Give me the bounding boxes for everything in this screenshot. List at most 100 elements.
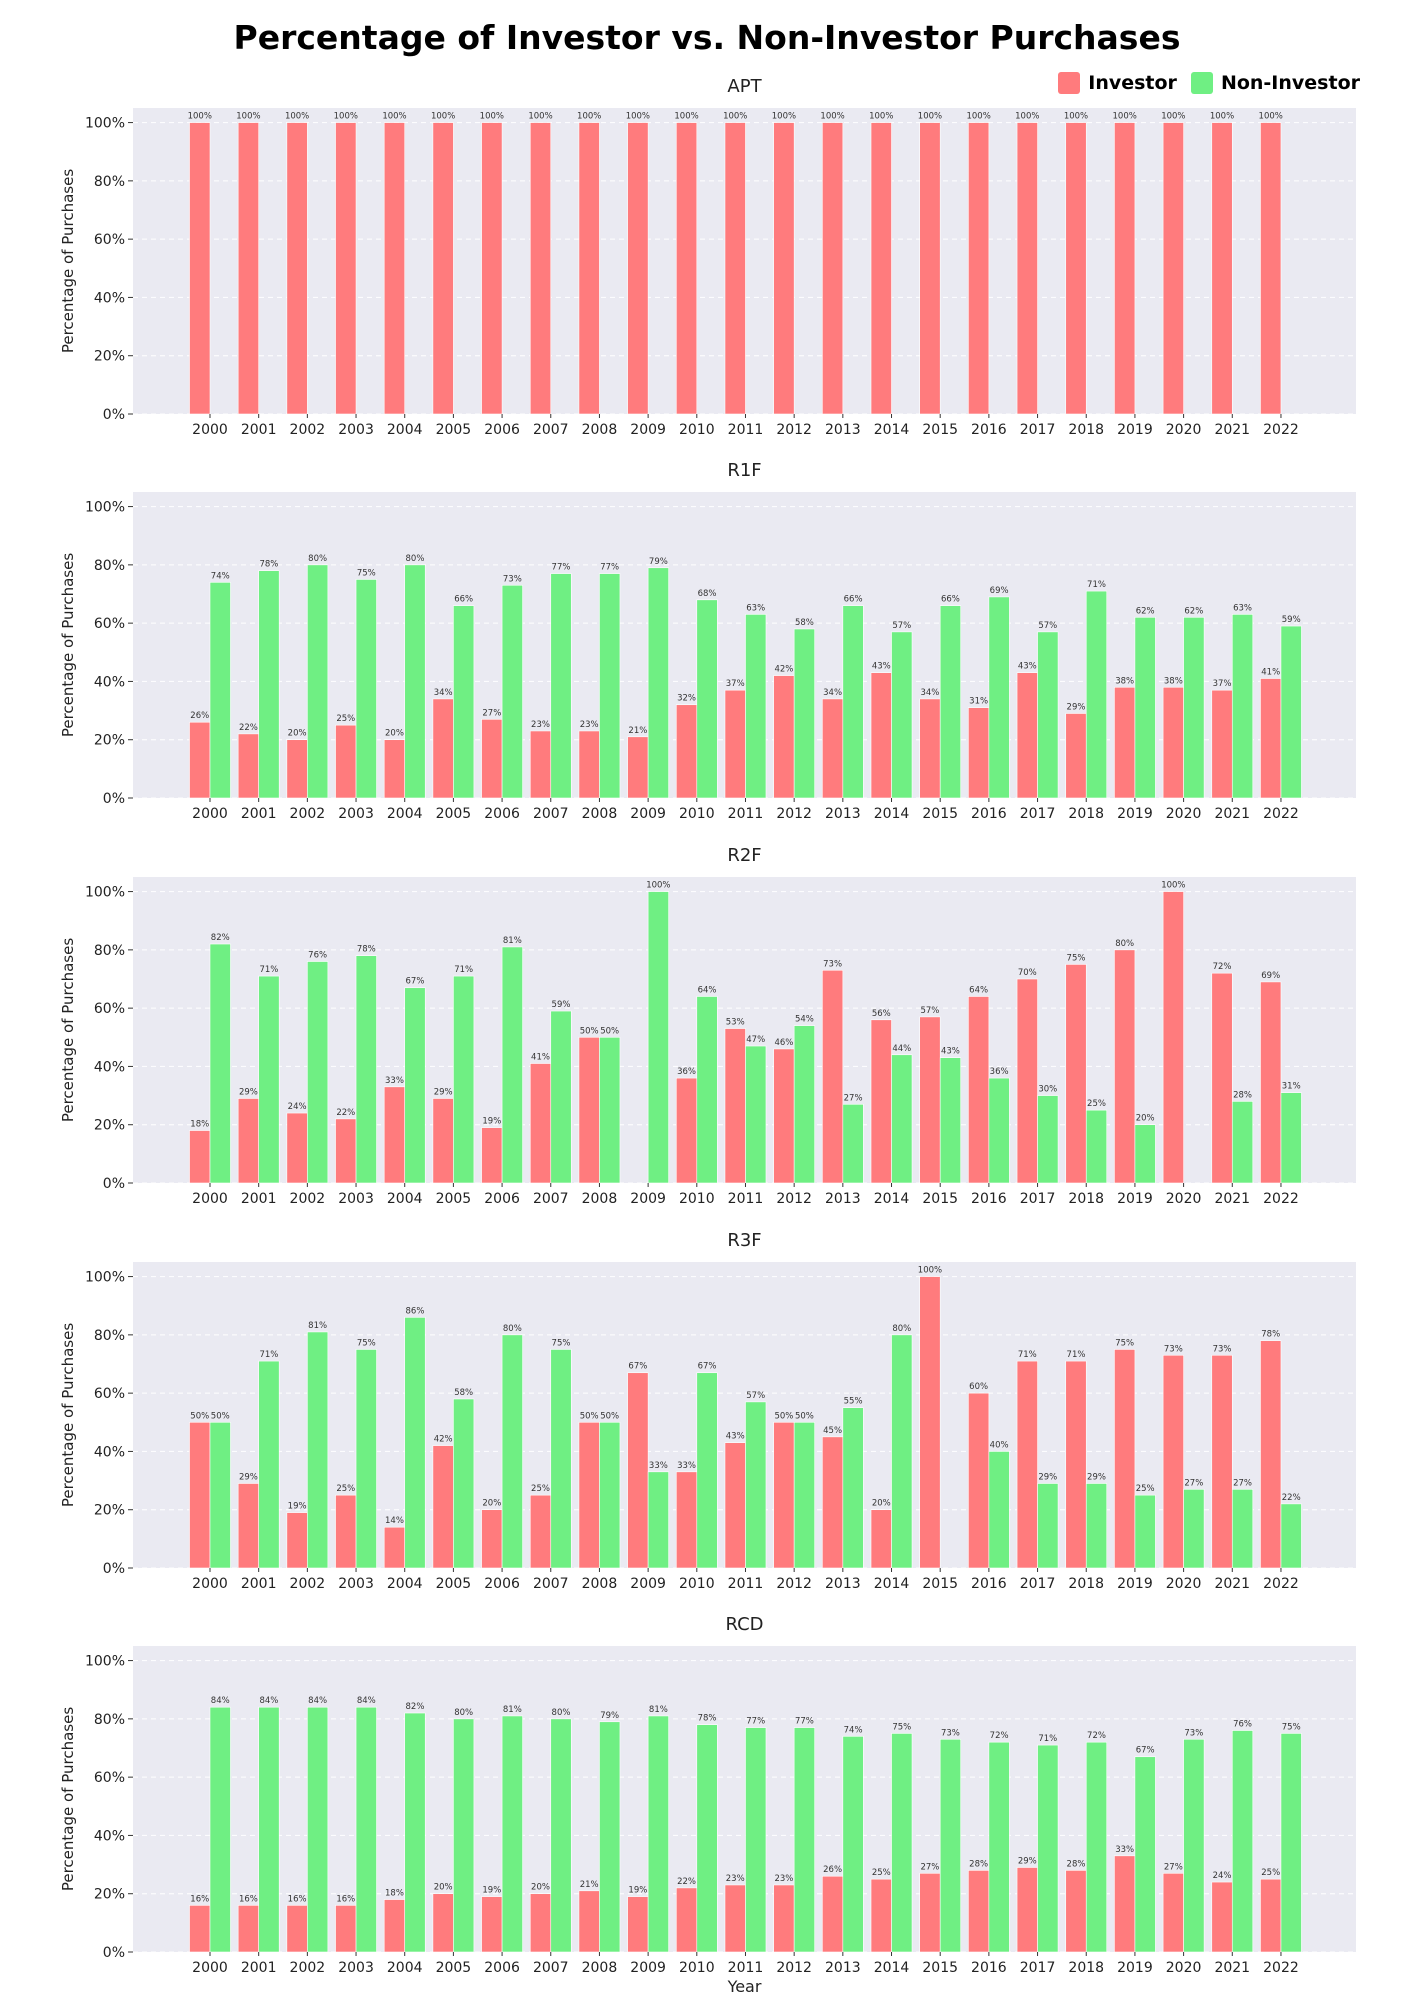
bar-non-investor — [404, 1712, 426, 1953]
data-label-investor: 50% — [580, 1411, 599, 1421]
bar-non-investor — [404, 564, 426, 799]
data-label-non-investor: 71% — [454, 965, 473, 975]
bar-non-investor — [501, 1334, 523, 1569]
x-tick-label: 2005 — [436, 1191, 472, 1207]
y-axis-label: Percentage of Purchases — [59, 938, 77, 1122]
bar-investor — [237, 733, 259, 799]
data-label-non-investor: 80% — [454, 1708, 473, 1718]
data-label-non-investor: 75% — [357, 1338, 376, 1348]
data-label-investor: 100% — [528, 112, 552, 122]
y-tick-label: 20% — [94, 349, 125, 365]
data-label-investor: 19% — [482, 1886, 501, 1896]
data-label-investor: 100% — [1161, 881, 1185, 891]
legend-swatch-non-investor — [1190, 72, 1213, 94]
panel-title: R1F — [727, 460, 761, 481]
bar-investor — [1016, 1867, 1038, 1953]
data-label-non-investor: 69% — [990, 586, 1009, 596]
data-label-non-investor: 25% — [1136, 1484, 1155, 1494]
data-label-non-investor: 74% — [211, 571, 230, 581]
bar-non-investor — [842, 605, 864, 799]
bar-non-investor — [1231, 1489, 1254, 1569]
bar-investor — [627, 1372, 649, 1569]
bar-non-investor — [1231, 1730, 1254, 1953]
x-tick-label: 2019 — [1117, 422, 1153, 438]
data-label-investor: 43% — [726, 1432, 745, 1442]
data-label-non-investor: 64% — [698, 985, 717, 995]
data-label-investor: 32% — [677, 694, 696, 704]
bar-investor — [1260, 678, 1282, 799]
x-tick-label: 2021 — [1214, 1576, 1250, 1592]
x-tick-label: 2017 — [1020, 1576, 1056, 1592]
bar-investor — [968, 122, 990, 415]
data-label-non-investor: 44% — [892, 1044, 911, 1054]
bar-investor — [919, 1276, 941, 1569]
bar-investor — [383, 739, 406, 799]
bar-non-investor — [355, 955, 377, 1184]
bar-non-investor — [891, 1334, 913, 1569]
y-tick-label: 20% — [94, 1887, 125, 1903]
bar-non-investor — [647, 567, 669, 799]
x-tick-label: 2012 — [776, 1960, 812, 1976]
bar-non-investor — [1134, 1494, 1156, 1569]
data-label-non-investor: 80% — [503, 1324, 522, 1334]
data-label-investor: 23% — [774, 1874, 793, 1884]
data-label-investor: 80% — [1115, 939, 1134, 949]
data-label-non-investor: 40% — [990, 1440, 1009, 1450]
bar-investor — [286, 1512, 308, 1569]
x-tick-label: 2017 — [1020, 422, 1056, 438]
data-label-investor: 37% — [726, 679, 745, 689]
data-label-non-investor: 59% — [1282, 615, 1301, 625]
y-tick-label: 40% — [94, 1828, 125, 1844]
data-label-non-investor: 77% — [746, 1717, 765, 1727]
data-label-non-investor: 30% — [1038, 1085, 1057, 1095]
x-tick-label: 2021 — [1214, 422, 1250, 438]
bar-non-investor — [1231, 614, 1254, 799]
x-tick-label: 2001 — [241, 1191, 277, 1207]
x-tick-label: 2012 — [776, 1191, 812, 1207]
bar-investor — [1114, 686, 1136, 799]
data-label-investor: 23% — [726, 1874, 745, 1884]
x-tick-label: 2010 — [679, 806, 715, 822]
data-label-non-investor: 81% — [503, 1705, 522, 1715]
x-tick-label: 2006 — [484, 1960, 520, 1976]
x-tick-label: 2005 — [436, 422, 472, 438]
x-tick-label: 2014 — [874, 806, 910, 822]
bar-investor — [383, 1086, 406, 1184]
data-label-investor: 25% — [336, 714, 355, 724]
data-label-non-investor: 80% — [892, 1324, 911, 1334]
data-label-non-investor: 73% — [941, 1728, 960, 1738]
bar-investor — [1065, 713, 1087, 799]
data-label-non-investor: 100% — [646, 881, 670, 891]
data-label-investor: 71% — [1018, 1350, 1037, 1360]
data-label-investor: 100% — [1113, 112, 1137, 122]
data-label-non-investor: 75% — [892, 1722, 911, 1732]
data-label-investor: 21% — [628, 726, 647, 736]
x-tick-label: 2021 — [1214, 1960, 1250, 1976]
data-label-non-investor: 71% — [259, 1350, 278, 1360]
data-label-investor: 24% — [1213, 1871, 1232, 1881]
x-tick-label: 2009 — [630, 1576, 666, 1592]
data-label-non-investor: 84% — [308, 1696, 327, 1706]
bar-non-investor — [599, 1721, 621, 1953]
x-tick-label: 2006 — [484, 1576, 520, 1592]
x-tick-label: 2014 — [874, 1191, 910, 1207]
x-tick-label: 2010 — [679, 1576, 715, 1592]
x-tick-label: 2015 — [922, 422, 958, 438]
data-label-non-investor: 80% — [552, 1708, 571, 1718]
bar-non-investor — [745, 614, 767, 799]
y-tick-label: 0% — [103, 1561, 125, 1577]
x-tick-label: 2021 — [1214, 806, 1250, 822]
data-label-investor: 64% — [969, 985, 988, 995]
bar-non-investor — [1085, 1741, 1108, 1953]
data-label-investor: 16% — [336, 1894, 355, 1904]
data-label-investor: 16% — [288, 1894, 307, 1904]
x-tick-label: 2018 — [1068, 806, 1104, 822]
data-label-investor: 22% — [677, 1877, 696, 1887]
bar-non-investor — [696, 1372, 718, 1569]
data-label-investor: 100% — [1161, 112, 1185, 122]
bar-non-investor — [1085, 1483, 1108, 1569]
data-label-investor: 27% — [1164, 1862, 1183, 1872]
bar-non-investor — [842, 1104, 864, 1184]
x-tick-label: 2015 — [922, 1191, 958, 1207]
